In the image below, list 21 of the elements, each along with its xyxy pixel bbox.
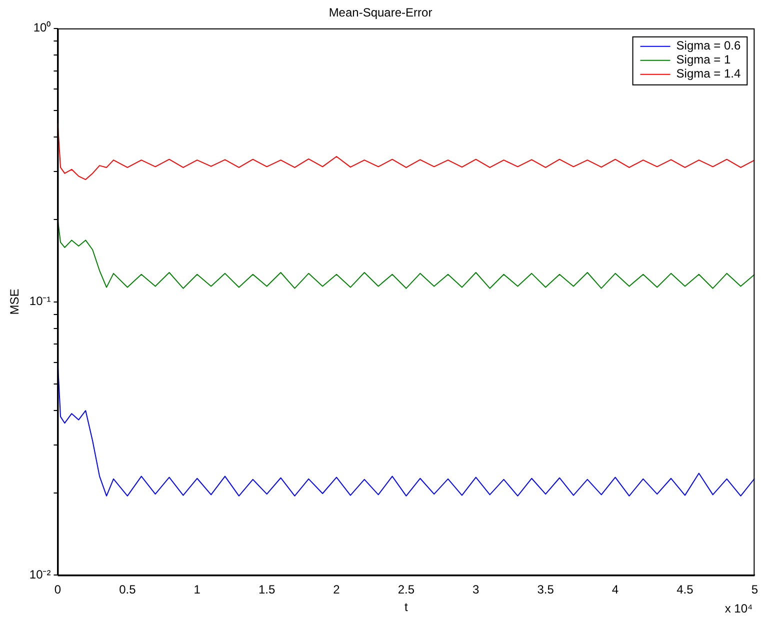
x-tick-label: 2 [333, 582, 340, 597]
y-tick-label: 10⁻² [29, 568, 51, 582]
legend-label: Sigma = 1.4 [676, 66, 741, 81]
x-tick-label: 2.5 [398, 582, 415, 597]
x-tick-label: 1.5 [258, 582, 276, 597]
text: x 10⁴ [724, 602, 753, 616]
y-tick-label: 10⁰ [33, 20, 51, 35]
x-tick-label: 3 [472, 582, 480, 597]
legend-label: Sigma = 0.6 [676, 38, 741, 53]
y-tick-label: 10⁻¹ [29, 294, 51, 308]
x-tick-label: 4.5 [676, 582, 694, 597]
y-axis-title: MSE [8, 288, 22, 315]
x-tick-label: 4 [612, 582, 619, 597]
x-tick-label: 0.5 [119, 582, 136, 597]
x-tick-label: 5 [751, 582, 758, 597]
x-axis-title: t [404, 600, 409, 614]
x-tick-label: 0 [54, 582, 62, 597]
x-tick-label: 3.5 [537, 582, 554, 597]
legend-label: Sigma = 1 [676, 52, 731, 67]
x-tick-label: 1 [194, 582, 201, 597]
chart-title: Mean-Square-Error [328, 6, 432, 20]
